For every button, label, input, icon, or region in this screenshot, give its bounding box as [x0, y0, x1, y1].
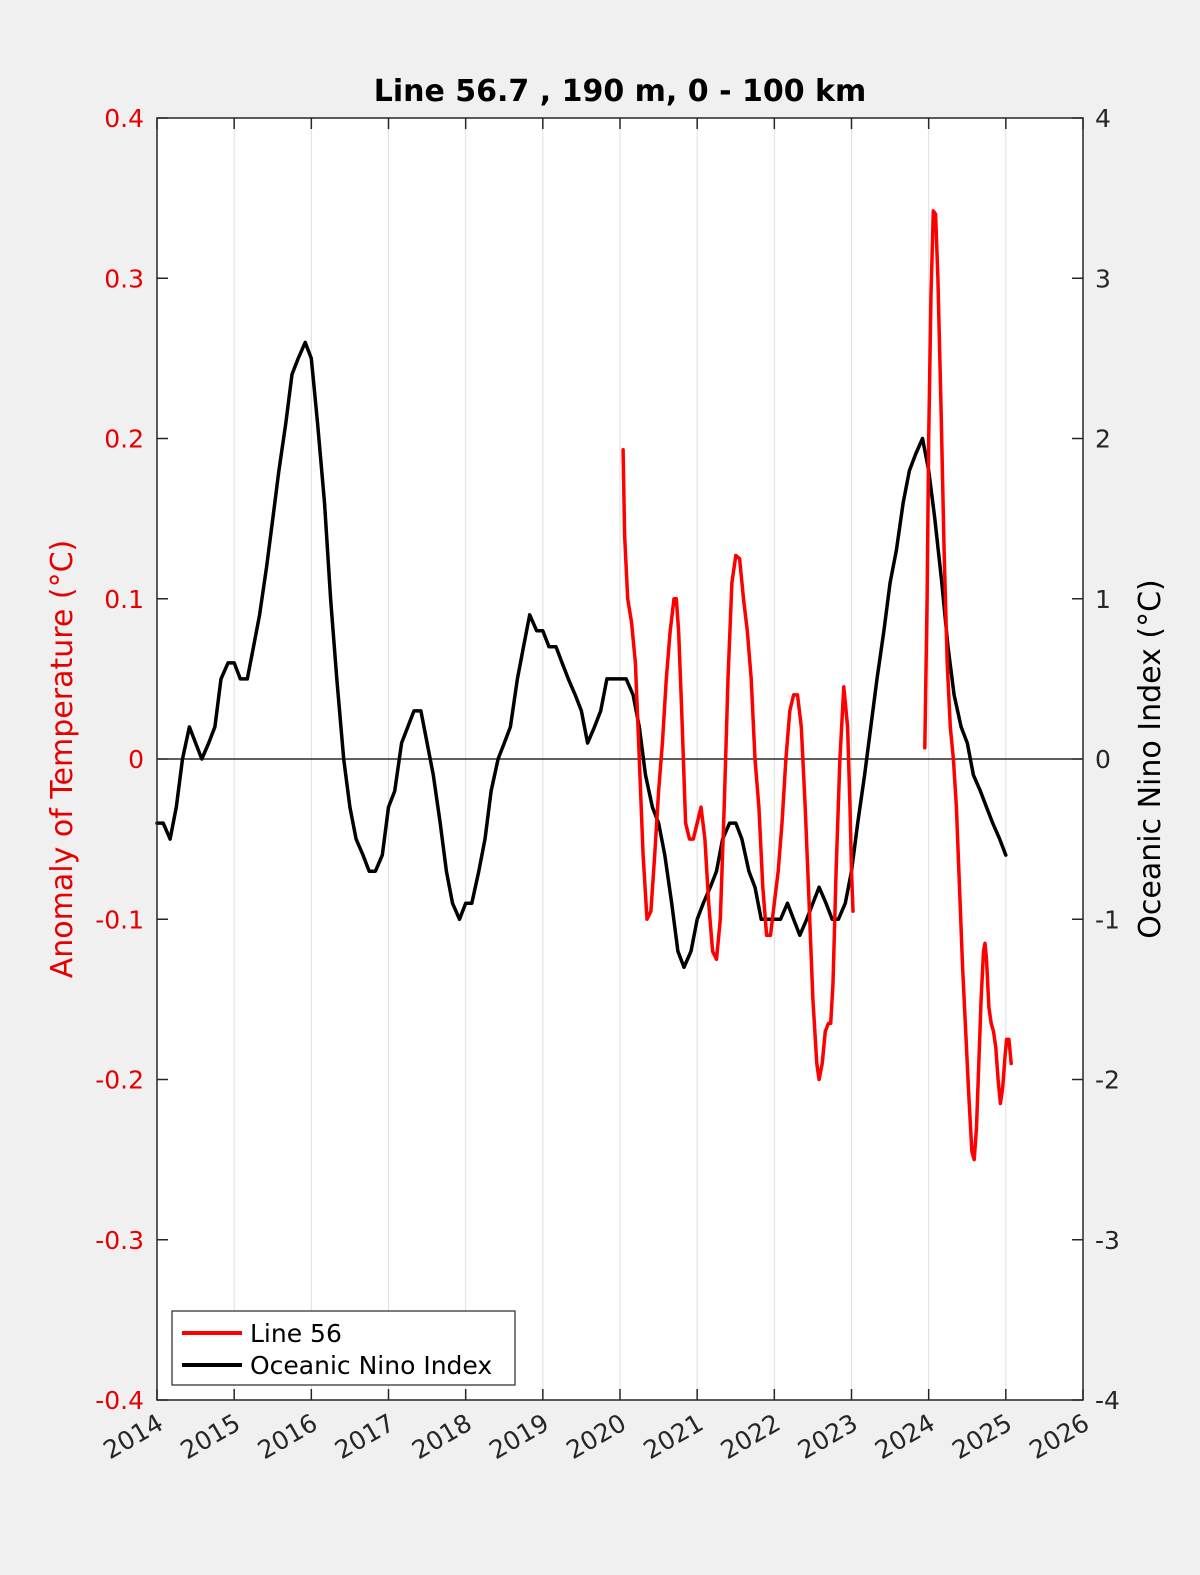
- left-tick-label: -0.2: [95, 1066, 144, 1095]
- left-tick-label: -0.3: [95, 1226, 144, 1255]
- x-tick-label: 2021: [639, 1408, 709, 1465]
- series-line-line-56: [621, 447, 855, 1082]
- x-tick-label: 2014: [98, 1408, 168, 1465]
- x-tick-label: 2017: [330, 1408, 400, 1465]
- left-tick-label: 0.1: [104, 585, 144, 614]
- left-tick-label: 0: [128, 745, 144, 774]
- left-tick-label: -0.1: [95, 905, 144, 934]
- x-tick-label: 2020: [561, 1408, 631, 1465]
- right-tick-label: -3: [1095, 1226, 1120, 1255]
- series-layer: [155, 209, 1013, 1162]
- right-tick-label: -4: [1095, 1386, 1120, 1415]
- right-axis-label: Oceanic Nino Index (°C): [1133, 579, 1168, 939]
- right-tick-label: 3: [1095, 264, 1111, 293]
- x-tick-label: 2025: [947, 1408, 1017, 1465]
- legend-label-oni: Oceanic Nino Index: [250, 1351, 492, 1380]
- chart-title: Line 56.7 , 190 m, 0 - 100 km: [374, 74, 867, 109]
- right-tick-label: -2: [1095, 1066, 1120, 1095]
- left-axis-ticks: -0.4 -0.3 -0.2 -0.1 0 0.1 0.2 0.3 0.4: [95, 104, 168, 1415]
- series-line-oceanic-nino-index: [155, 340, 1008, 970]
- legend-label-line56: Line 56: [250, 1319, 342, 1348]
- left-tick-label: -0.4: [95, 1386, 144, 1415]
- legend-box: [171, 1310, 516, 1386]
- x-tick-label: 2019: [484, 1408, 554, 1465]
- x-tick-label: 2016: [253, 1408, 323, 1465]
- right-tick-label: 4: [1095, 104, 1111, 133]
- x-tick-label: 2023: [793, 1408, 863, 1465]
- x-tick-label: 2026: [1024, 1408, 1094, 1465]
- left-tick-label: 0.3: [104, 264, 144, 293]
- x-tick-label: 2018: [407, 1408, 477, 1465]
- left-axis-label: Anomaly of Temperature (°C): [45, 540, 80, 979]
- series-line-line-56: [923, 209, 1013, 1162]
- right-tick-label: 0: [1095, 745, 1111, 774]
- right-axis-ticks: -4 -3 -2 -1 0 1 2 3 4: [1072, 104, 1120, 1415]
- right-tick-label: 2: [1095, 425, 1111, 454]
- x-tick-label: 2024: [870, 1408, 940, 1465]
- x-tick-label: 2022: [716, 1408, 786, 1465]
- right-tick-label: -1: [1095, 905, 1120, 934]
- legend: Line 56 Oceanic Nino Index: [171, 1310, 516, 1386]
- left-tick-label: 0.4: [104, 104, 144, 133]
- left-tick-label: 0.2: [104, 425, 144, 454]
- right-tick-label: 1: [1095, 585, 1111, 614]
- x-tick-label: 2015: [176, 1408, 246, 1465]
